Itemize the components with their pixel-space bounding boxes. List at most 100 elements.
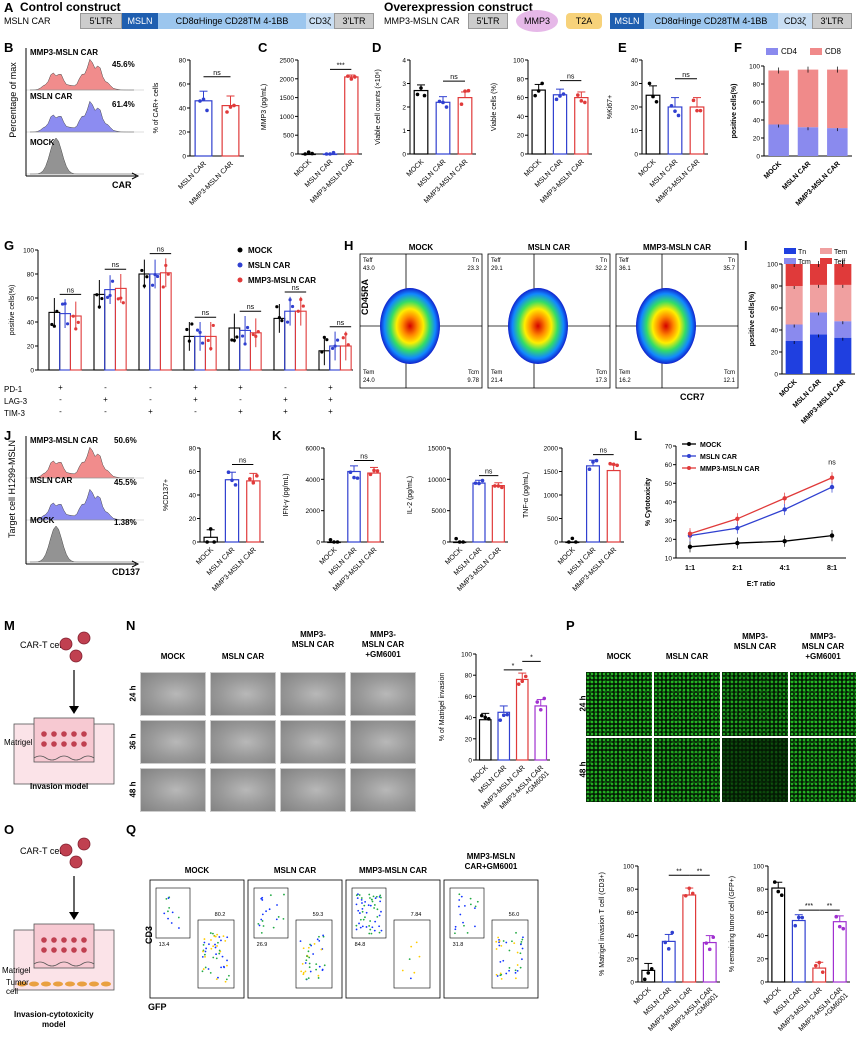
event-dot	[378, 925, 381, 928]
event-dot	[262, 925, 265, 927]
event-dot	[500, 977, 503, 980]
data-point	[63, 302, 67, 306]
n-row-label: 24 h	[128, 685, 138, 702]
bar	[641, 969, 656, 983]
panel-j-hist-pct-2: 45.5%	[114, 478, 137, 487]
gate	[253, 887, 289, 939]
event-dot	[268, 908, 271, 911]
y-tick-label: 60	[189, 469, 197, 476]
data-point	[251, 481, 256, 485]
x-tick-label: MMP3-MSLN CAR+GM6001	[499, 764, 551, 816]
event-dot	[380, 929, 383, 932]
x-tick-label: MOCK	[195, 546, 215, 566]
y-tick-label: 4000	[306, 477, 321, 484]
y-tick-label: 60	[27, 296, 35, 303]
n-column-label: MSLN CAR	[221, 652, 265, 661]
significance-label: ns	[202, 310, 210, 317]
micrograph	[140, 672, 206, 716]
y-tick-label: 60	[757, 910, 765, 917]
y-tick-label: 0	[520, 152, 524, 159]
event-dot	[301, 962, 304, 965]
y-tick-label: 80	[27, 272, 35, 279]
event-dot	[373, 907, 375, 909]
q-group-label: MMP3-MSLN CAR	[359, 866, 427, 875]
line-point	[687, 544, 693, 549]
g-row-tim3: TIM-3	[4, 409, 25, 418]
panel-m-cell-label: CAR-T cell	[20, 640, 64, 650]
msln-box: MSLN	[122, 13, 158, 29]
data-point	[320, 350, 324, 354]
event-dot	[374, 897, 377, 900]
cd3z-box: CD3ζ	[306, 13, 334, 29]
y-tick-label: 80	[771, 284, 779, 291]
data-point	[254, 334, 258, 338]
data-point	[155, 274, 160, 279]
x-axis-arrow	[131, 172, 140, 180]
y-tick-label: 80	[517, 76, 525, 83]
bar	[606, 469, 621, 543]
quadrant-value: 36.1	[619, 266, 631, 272]
car-t-cell	[59, 637, 73, 651]
event-dot	[204, 966, 207, 969]
y-axis-label: TNF-α (pg/mL)	[523, 472, 530, 518]
event-dot	[170, 922, 173, 924]
legend-marker	[687, 454, 691, 458]
bar	[689, 106, 705, 155]
x-tick-label: 8:1	[827, 565, 837, 572]
event-dot	[371, 926, 374, 929]
event-dot	[361, 910, 364, 913]
data-point	[676, 113, 681, 118]
flow-frame	[247, 879, 343, 999]
flow-frame	[345, 879, 441, 999]
data-point	[232, 103, 236, 108]
matrigel-wave	[33, 961, 95, 967]
data-point	[353, 75, 357, 79]
stacked-segment	[809, 264, 828, 285]
event-dot	[305, 978, 308, 981]
data-point	[228, 105, 233, 109]
bar	[574, 96, 589, 155]
event-dot	[369, 904, 372, 907]
data-point	[187, 339, 191, 343]
bar	[791, 919, 806, 983]
y-axis-label: % remaining tumor cell (GFP+)	[729, 876, 736, 972]
data-point	[52, 324, 56, 328]
gate-value: 59.3	[313, 912, 324, 918]
event-dot	[226, 936, 229, 939]
event-dot	[307, 946, 310, 949]
micrograph	[140, 720, 206, 764]
event-dot	[276, 904, 278, 906]
bar	[812, 967, 827, 983]
data-point	[422, 93, 427, 98]
car-t-cell	[69, 855, 83, 869]
stacked-segment	[797, 127, 819, 156]
significance-label: *	[530, 654, 533, 661]
gate	[197, 919, 235, 989]
x-tick-label: MMP3-MSLN CAR+GM6001	[798, 986, 850, 1038]
micrograph	[140, 768, 206, 812]
data-point	[195, 328, 200, 332]
series-line	[689, 477, 833, 535]
quadrant-name: Teff	[363, 258, 373, 264]
event-dot	[473, 907, 476, 910]
data-point	[646, 971, 651, 975]
data-point	[454, 536, 458, 541]
panel-p-label: P	[566, 618, 575, 633]
sign-cell: +	[103, 395, 108, 404]
y-tick-label: 70	[665, 444, 673, 451]
quadrant-value: 17.3	[595, 378, 607, 384]
cell-in-insert	[81, 741, 87, 747]
bar	[565, 541, 580, 544]
data-point	[666, 947, 671, 951]
panel-j-hist-pct-3: 1.38%	[114, 518, 137, 527]
event-dot	[359, 918, 362, 921]
event-dot	[521, 938, 524, 941]
data-point	[277, 315, 281, 320]
bar	[531, 89, 546, 155]
data-point	[538, 707, 543, 712]
data-point	[60, 302, 65, 306]
data-point	[240, 334, 245, 338]
event-dot	[499, 974, 502, 977]
event-dot	[177, 916, 180, 919]
